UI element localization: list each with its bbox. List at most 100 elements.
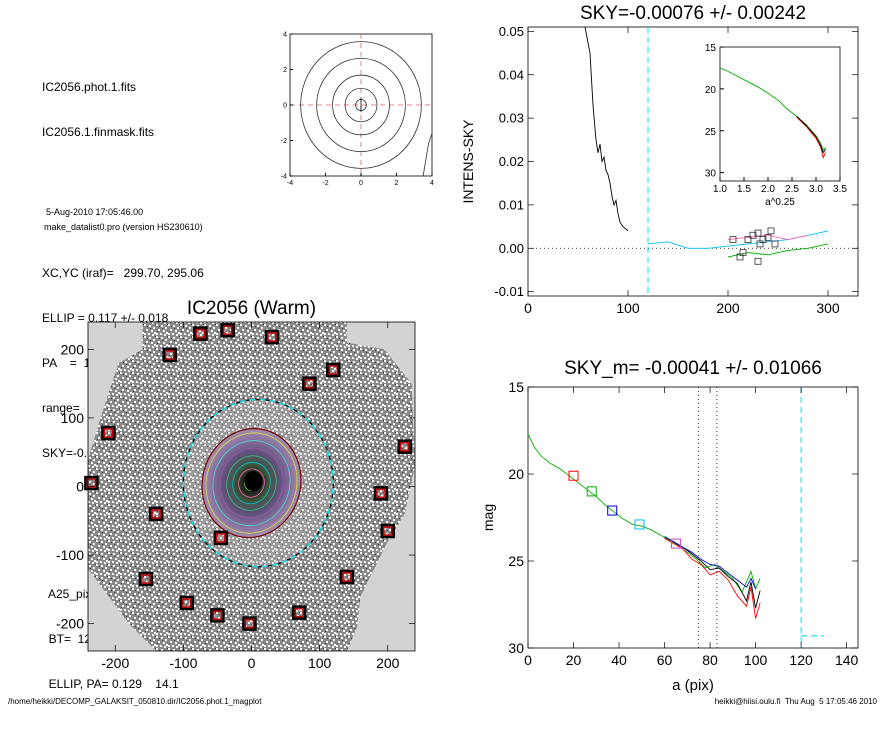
- y-tick-label: -2: [281, 138, 287, 145]
- mask-region-inner: [376, 488, 386, 499]
- x-tick-label: 0: [359, 180, 363, 187]
- y-tick-label: 15: [705, 43, 717, 54]
- mask-region-inner: [400, 441, 410, 452]
- inset-xlabel: a^0.25: [765, 197, 795, 208]
- x-tick-label: -100: [169, 655, 197, 671]
- contour-line: [316, 58, 406, 152]
- sky-sample-square: [736, 253, 744, 261]
- y-tick-label: 25: [508, 553, 524, 569]
- mask-region-outer: [242, 616, 257, 631]
- x-tick-label: 100: [616, 300, 640, 316]
- x-tick-label: 0: [524, 652, 532, 668]
- mask-region-outer: [264, 329, 280, 345]
- contour-edge-line: [422, 133, 433, 177]
- mask-region-outer: [101, 425, 116, 441]
- isophote-ellipse: [219, 447, 284, 519]
- contour-line: [344, 87, 378, 123]
- sky-plot-ylabel: INTENS-SKY: [460, 119, 476, 204]
- sky-series-line: [647, 230, 829, 249]
- mask-region-outer: [220, 322, 235, 338]
- mask-region-outer: [193, 326, 208, 341]
- mask-region-outer: [291, 605, 307, 620]
- mag-series-line: [664, 536, 757, 589]
- mask-region-outer: [326, 362, 341, 378]
- mag-plot-xlabel: a (pix): [672, 677, 714, 694]
- sky-series-line: [727, 234, 809, 241]
- sky-series-line: [727, 243, 829, 258]
- mask-region-outer: [213, 530, 229, 546]
- x-tick-label: 1.0: [713, 184, 727, 195]
- sky-sample-square: [744, 236, 752, 243]
- x-tick-label: 2: [395, 180, 399, 187]
- y-tick-label: 0.03: [499, 111, 524, 126]
- y-tick-label: 0.00: [499, 241, 524, 256]
- x-tick-label: 2.0: [761, 184, 775, 195]
- galaxy-plot-title: IC2056 (Warm): [187, 298, 316, 319]
- x-tick-label: 0: [248, 655, 256, 671]
- mag-series-line: [664, 536, 761, 609]
- mag-plot-ylabel: mag: [480, 504, 496, 531]
- x-tick-label: 1.5: [737, 184, 751, 195]
- sky-sample-square: [759, 236, 767, 243]
- contour-line: [332, 74, 390, 136]
- x-tick-label: 120: [789, 652, 813, 668]
- mask-region-inner: [304, 378, 315, 389]
- mask-region-outer: [84, 475, 99, 491]
- inset-plot-frame: [719, 46, 841, 182]
- mask-region-inner: [165, 350, 175, 360]
- mask-region-inner: [244, 618, 255, 629]
- x-tick-label: 100: [308, 655, 332, 671]
- sky-sample-square: [771, 240, 779, 248]
- mask-region-inner: [294, 607, 304, 618]
- mask-region-inner: [267, 332, 277, 342]
- isophote-ellipse: [232, 461, 271, 505]
- y-tick-label: 15: [508, 379, 524, 395]
- info-line: XC,YC (iraf)= 299.70, 295.06: [42, 266, 204, 280]
- y-tick-label: 25: [705, 127, 717, 138]
- y-tick-label: -200: [56, 615, 84, 631]
- y-tick-label: 0.04: [499, 67, 524, 82]
- mask-region-inner: [212, 610, 223, 621]
- x-tick-label: 0: [524, 300, 532, 316]
- mag-plot-title: SKY_m= -0.00041 +/- 0.01066: [564, 358, 822, 379]
- y-tick-label: 0: [283, 103, 287, 110]
- x-tick-label: 100: [744, 652, 768, 668]
- mask-region-outer: [210, 608, 225, 623]
- x-tick-label: -2: [322, 180, 328, 187]
- y-tick-label: -100: [56, 547, 84, 563]
- mag-marker-square: [607, 505, 618, 516]
- sky-plot-title: SKY=-0.00076 +/- 0.00242: [580, 3, 806, 24]
- mask-region-inner: [182, 598, 192, 608]
- mask-region-inner: [216, 533, 226, 543]
- x-tick-label: 2.5: [785, 184, 799, 195]
- mask-region-inner: [342, 572, 352, 582]
- plots-canvas: -4 -2 0 2 4 -4 -2 0 2 4 SKY=-0.00076 +/- 0.00242 IN…: [56, 3, 859, 694]
- x-tick-label: 200: [376, 655, 400, 671]
- isophote-ellipse: [226, 455, 277, 511]
- y-tick-label: 200: [61, 341, 85, 357]
- info-filenames: IC2056.phot.1.fits IC2056.1.finmask.fits: [42, 50, 204, 170]
- info-date: 5-Aug-2010 17:05:46.00: [46, 207, 144, 217]
- sky-sample-square: [754, 229, 762, 237]
- info-line: ELLIP, PA= 0.129 14.1: [42, 677, 179, 691]
- y-tick-label: 100: [61, 410, 85, 426]
- sky-sample-square: [749, 231, 757, 239]
- fit-outer-ellipse: [201, 428, 302, 539]
- info-program: make_datalist0.pro (version HS230610): [44, 222, 203, 232]
- y-tick-label: -0.01: [494, 284, 524, 299]
- x-tick-label: 80: [702, 652, 718, 668]
- info-line: ELLIP = 0.117 +/- 0.018: [42, 311, 169, 325]
- mask-region-outer: [339, 569, 355, 585]
- mask-region-inner: [383, 526, 393, 536]
- x-tick-label: 60: [657, 652, 673, 668]
- info-line: IC2056.phot.1.fits: [42, 80, 137, 94]
- y-tick-label: 2: [283, 67, 287, 74]
- inset-series-line: [719, 67, 826, 151]
- mask-region-inner: [195, 328, 206, 339]
- sky-ellipse-cyan: [182, 398, 334, 568]
- x-tick-label: 3.5: [833, 184, 847, 195]
- mag-marker-square: [634, 519, 645, 530]
- mask-region-inner: [222, 325, 233, 335]
- contour-line: [300, 41, 422, 169]
- mask-region-outer: [148, 506, 164, 522]
